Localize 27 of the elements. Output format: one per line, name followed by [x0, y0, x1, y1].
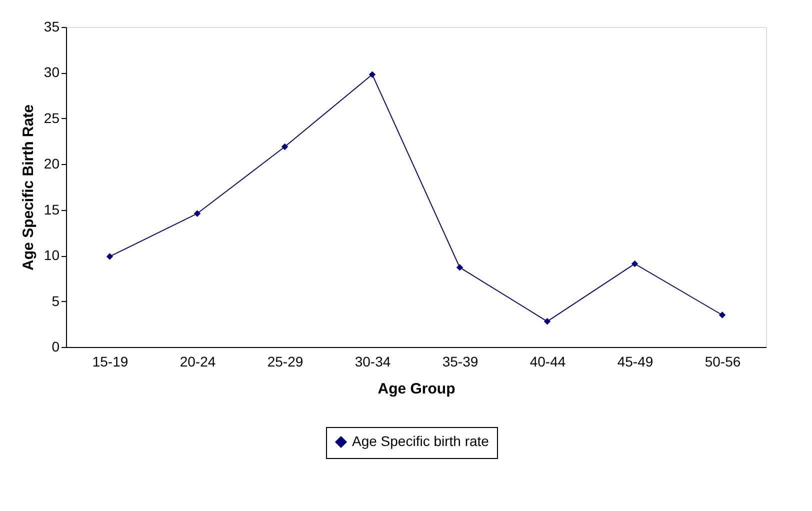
x-tick-label: 25-29	[267, 354, 304, 370]
point	[544, 318, 551, 325]
y-tick-label: 35	[44, 18, 60, 34]
point	[718, 312, 726, 318]
y-axis-title: Age Specific Birth Rate	[20, 104, 37, 270]
x-tick-label: 35-39	[442, 354, 478, 370]
y-tick-label: 30	[44, 64, 60, 80]
y-tick-label: 15	[44, 201, 60, 218]
point	[368, 71, 376, 78]
point	[631, 260, 638, 268]
point	[106, 253, 114, 260]
y-tick-label: 25	[44, 110, 60, 126]
x-axis-title: Age Group	[378, 380, 456, 398]
y-tick-label: 10	[44, 247, 60, 264]
y-tick-label: 5	[52, 292, 60, 309]
x-tick-label: 30-34	[354, 354, 391, 370]
legend-label: Age Specific birth rate	[352, 433, 490, 449]
point	[281, 143, 288, 150]
y-tick-label: 20	[44, 156, 60, 172]
x-tick-label: 45-49	[617, 354, 654, 370]
point	[456, 264, 464, 271]
x-tick-label: 20-24	[180, 354, 216, 370]
x-tick-label: 40-44	[530, 354, 566, 370]
point	[194, 210, 201, 217]
y-tick-label: 0	[52, 338, 60, 354]
x-tick-label: 15-19	[92, 354, 128, 370]
x-tick-label: 50-56	[704, 354, 741, 370]
